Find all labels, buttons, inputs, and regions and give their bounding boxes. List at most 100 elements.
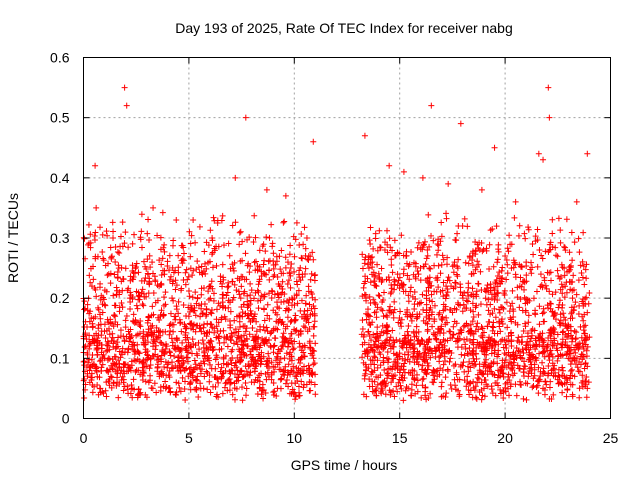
data-point: [312, 391, 319, 398]
data-point: [163, 384, 170, 391]
data-point: [480, 363, 487, 370]
data-point: [311, 381, 318, 388]
data-point: [296, 340, 303, 347]
data-point: [512, 198, 519, 205]
data-point: [194, 364, 201, 371]
data-point: [557, 352, 564, 359]
data-point: [394, 271, 401, 278]
data-point: [569, 315, 576, 322]
data-point: [484, 347, 491, 354]
data-point: [207, 389, 214, 396]
data-point: [234, 367, 241, 374]
data-point: [400, 168, 407, 175]
data-point: [540, 365, 547, 372]
data-point: [527, 352, 534, 359]
data-point: [85, 359, 92, 366]
data-point: [279, 285, 286, 292]
data-point: [189, 272, 196, 279]
data-point: [383, 324, 390, 331]
data-point: [100, 351, 107, 358]
data-point: [576, 368, 583, 375]
data-point: [509, 367, 516, 374]
data-point: [219, 261, 226, 268]
data-point: [516, 222, 523, 229]
data-point: [396, 376, 403, 383]
data-point: [181, 386, 188, 393]
data-point: [142, 349, 149, 356]
data-point: [195, 339, 202, 346]
data-point: [491, 144, 498, 151]
data-point: [400, 270, 407, 277]
data-point: [546, 247, 553, 254]
data-point: [283, 350, 290, 357]
data-point: [371, 367, 378, 374]
x-tick-label: 10: [287, 430, 303, 446]
data-point: [382, 381, 389, 388]
data-point: [276, 283, 283, 290]
data-point: [545, 353, 552, 360]
data-point: [120, 387, 127, 394]
data-point: [154, 361, 161, 368]
data-point: [562, 316, 569, 323]
data-point: [251, 379, 258, 386]
data-point: [211, 245, 218, 252]
data-point: [147, 323, 154, 330]
data-point: [109, 334, 116, 341]
data-point: [136, 296, 143, 303]
data-point: [307, 344, 314, 351]
data-point: [236, 318, 243, 325]
data-point: [387, 290, 394, 297]
data-point: [99, 248, 106, 255]
data-point: [185, 313, 192, 320]
data-point: [374, 381, 381, 388]
data-point: [302, 324, 309, 331]
data-point: [310, 138, 317, 145]
data-point: [245, 302, 252, 309]
data-point: [576, 249, 583, 256]
data-point: [167, 388, 174, 395]
data-point: [270, 250, 277, 257]
data-point: [85, 221, 92, 228]
data-point: [307, 311, 314, 318]
data-point: [215, 319, 222, 326]
data-point: [511, 356, 518, 363]
data-point: [210, 290, 217, 297]
data-point: [310, 332, 317, 339]
data-point: [88, 315, 95, 322]
data-point: [209, 343, 216, 350]
data-point: [368, 337, 375, 344]
data-point: [205, 339, 212, 346]
data-point: [122, 324, 129, 331]
data-point: [551, 310, 558, 317]
data-point: [397, 308, 404, 315]
data-point: [250, 295, 257, 302]
data-point: [562, 283, 569, 290]
data-point: [302, 300, 309, 307]
data-point: [559, 304, 566, 311]
data-point: [543, 285, 550, 292]
data-point: [482, 295, 489, 302]
data-point: [405, 338, 412, 345]
data-point: [311, 318, 318, 325]
data-point: [424, 252, 431, 259]
data-point: [280, 342, 287, 349]
data-point: [484, 323, 491, 330]
data-point: [418, 394, 425, 401]
data-point: [239, 273, 246, 280]
data-point: [290, 363, 297, 370]
y-tick-label: 0.6: [50, 50, 70, 66]
data-point: [363, 310, 370, 317]
data-point: [440, 279, 447, 286]
data-point: [383, 312, 390, 319]
data-point: [256, 276, 263, 283]
data-point: [81, 298, 88, 305]
data-point: [222, 380, 229, 387]
data-point: [414, 268, 421, 275]
data-point: [186, 228, 193, 235]
data-point: [97, 385, 104, 392]
data-point: [404, 306, 411, 313]
data-point: [175, 264, 182, 271]
x-axis-label: GPS time / hours: [291, 457, 398, 473]
data-point: [99, 301, 106, 308]
data-point: [183, 266, 190, 273]
